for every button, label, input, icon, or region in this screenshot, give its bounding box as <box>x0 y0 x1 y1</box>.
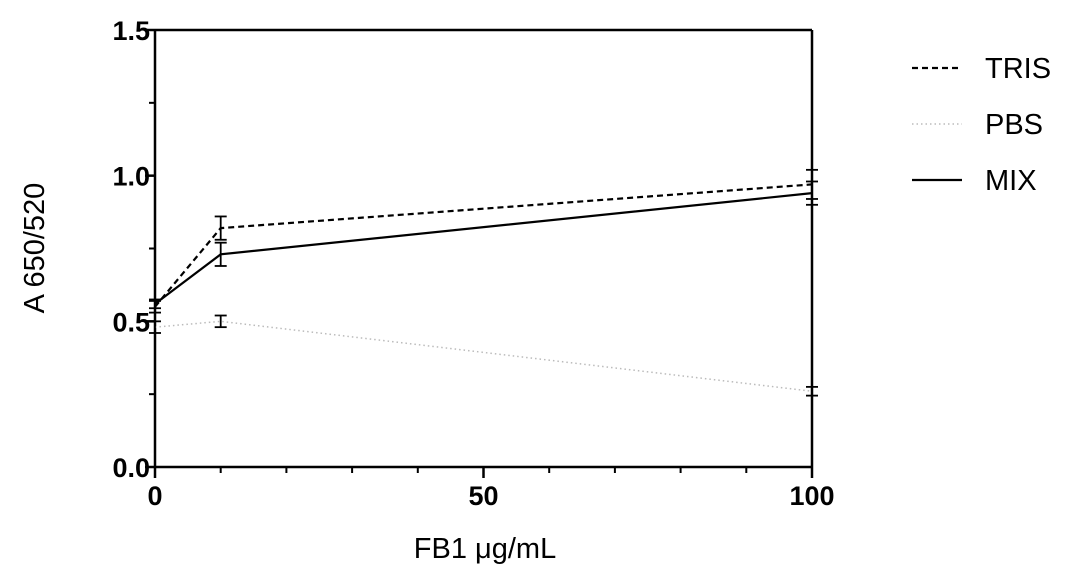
series-line-pbs <box>154 320 813 392</box>
legend-label-tris: TRIS <box>985 53 1051 85</box>
series-pbs <box>149 314 818 397</box>
legend-item-mix: MIX <box>912 165 1037 197</box>
legend-item-tris: TRIS <box>912 53 1051 85</box>
x-tick-label: 0 <box>147 481 162 511</box>
legend-label-mix: MIX <box>985 165 1037 197</box>
x-tick-label: 50 <box>468 481 498 511</box>
y-tick-label: 0.0 <box>112 453 150 483</box>
series-tris <box>149 168 818 314</box>
y-tick-label: 1.0 <box>112 162 150 192</box>
series-layer <box>149 168 818 397</box>
y-tick-label: 1.5 <box>112 16 150 46</box>
y-tick-label: 0.5 <box>112 307 150 337</box>
series-mix <box>149 180 818 310</box>
x-tick-label: 100 <box>789 481 834 511</box>
legend-label-pbs: PBS <box>985 109 1043 141</box>
x-axis-title: FB1 μg/mL <box>414 533 556 565</box>
axes: 0.0 0.5 1.0 1.5 0 50 100 <box>112 16 834 511</box>
legend: TRIS PBS MIX <box>912 53 1051 197</box>
y-axis-title: A 650/520 <box>19 183 51 314</box>
legend-item-pbs: PBS <box>912 109 1043 141</box>
